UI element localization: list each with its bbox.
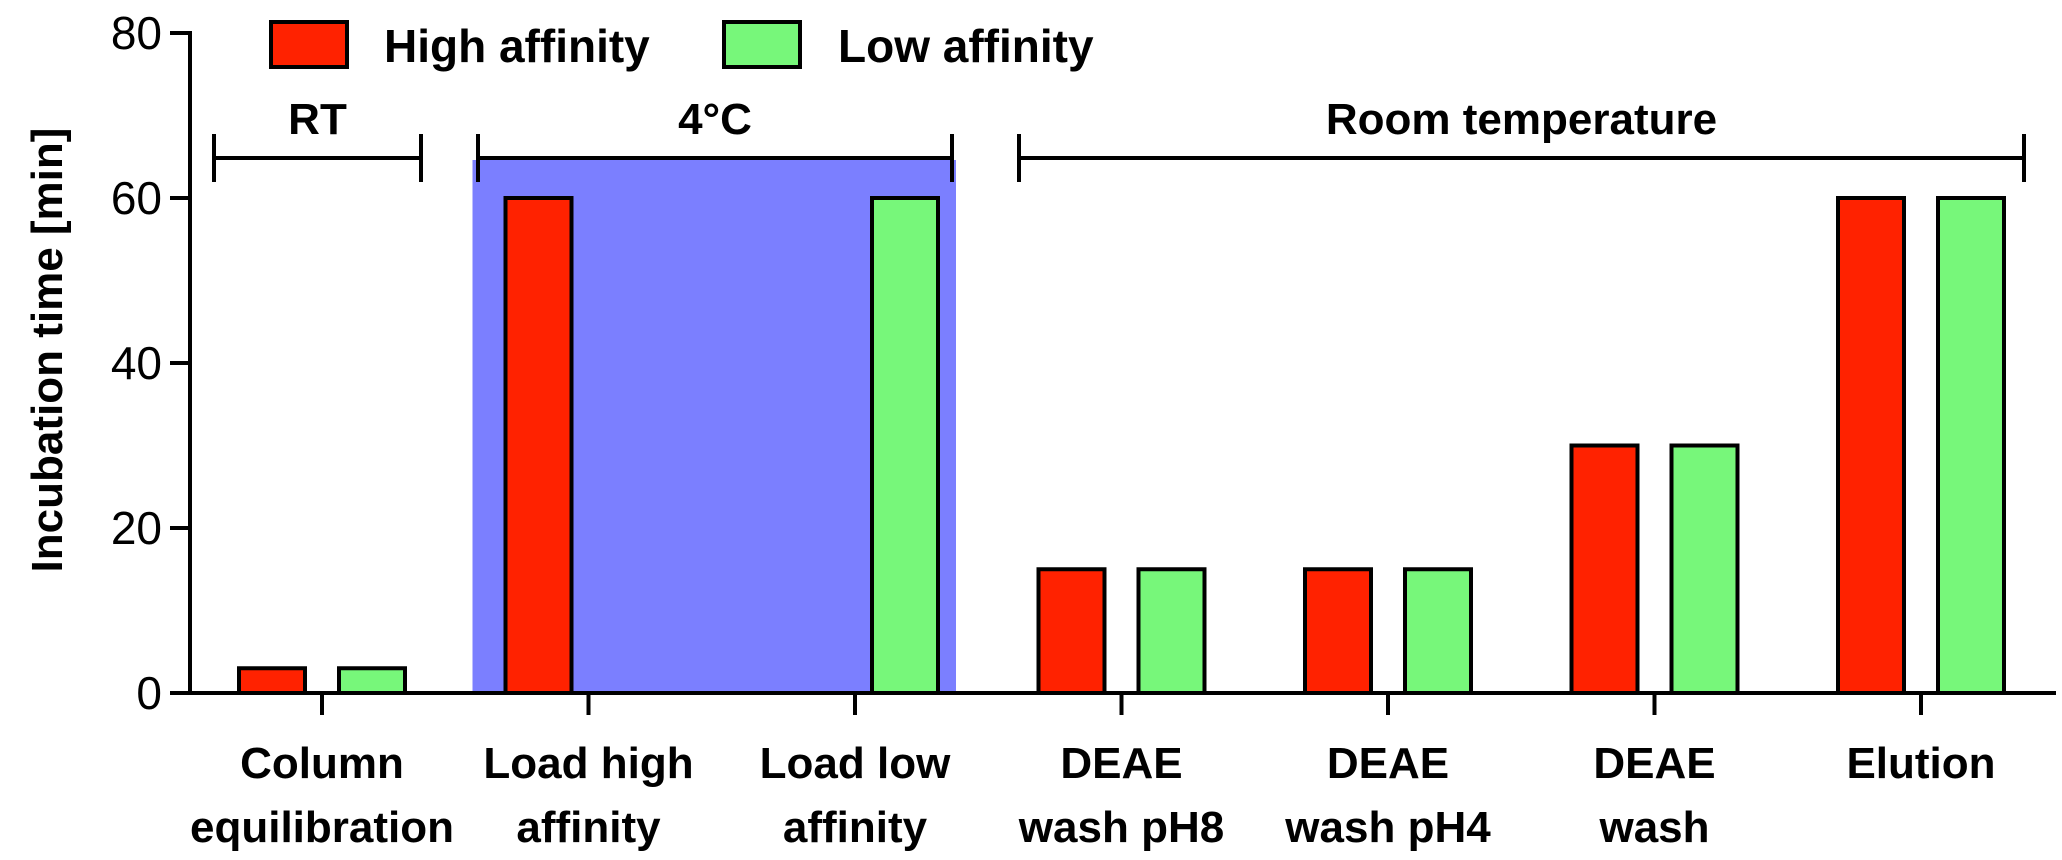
bracket-label: Room temperature	[1326, 95, 1717, 144]
axes: 0 20 40 60 80 Column equilibration Load high aff…	[111, 7, 2056, 852]
legend-label: High affinity	[384, 20, 650, 72]
temperature-brackets: RT 4°C Room temperature	[212, 95, 2026, 182]
y-tick-label: 60	[111, 172, 162, 224]
bars-layer	[237, 196, 2006, 695]
y-tick-label: 80	[111, 7, 162, 59]
y-axis-label: Incubation time [min]	[23, 128, 72, 573]
bracket-label: 4°C	[678, 95, 752, 144]
bar-high-5	[1569, 443, 1640, 695]
legend-label: Low affinity	[838, 20, 1094, 72]
x-tick-label: Load high affinity	[483, 739, 693, 852]
y-tick-label: 40	[111, 337, 162, 389]
y-tick-label: 0	[136, 667, 162, 719]
legend-swatch	[722, 20, 802, 69]
bar-high-3	[1036, 567, 1107, 695]
bar-low-3	[1136, 567, 1207, 695]
bar-low-5	[1669, 443, 1740, 695]
bar-high-0	[237, 666, 307, 695]
legend: High affinity Low affinity	[269, 20, 1094, 72]
x-tick-label: DEAE wash	[1593, 739, 1715, 852]
y-tick-label: 20	[111, 502, 162, 554]
x-tick-label: DEAE wash pH8	[1018, 739, 1224, 852]
bar-high-6	[1836, 196, 1906, 695]
bar-high-1	[503, 196, 574, 695]
bar-low-6	[1936, 196, 2006, 695]
x-tick-label: DEAE wash pH4	[1284, 739, 1491, 852]
legend-swatch	[269, 20, 349, 69]
x-tick-label: Elution	[1846, 739, 1995, 788]
bar-low-0	[337, 666, 407, 695]
x-tick-label: Load low affinity	[760, 739, 951, 852]
bracket-label: RT	[288, 95, 347, 144]
x-tick-label: Column equilibration	[190, 739, 454, 852]
bar-high-4	[1303, 567, 1373, 695]
bar-low-2	[870, 196, 940, 695]
bar-low-4	[1403, 567, 1473, 695]
